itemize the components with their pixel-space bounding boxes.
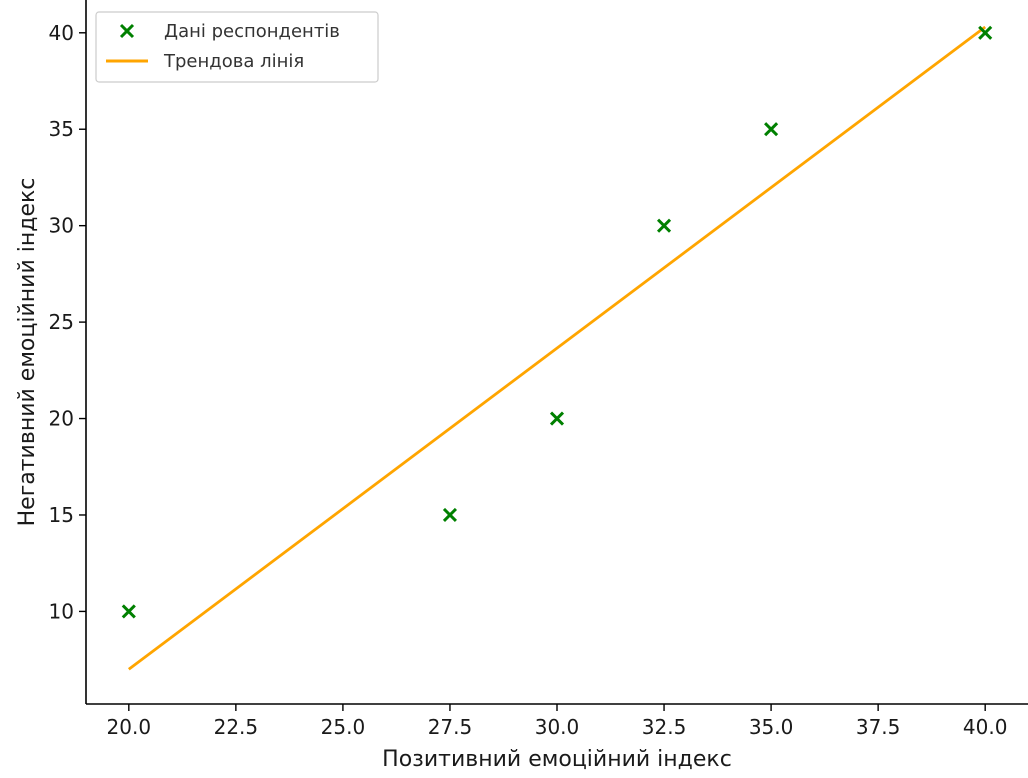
- x-tick-label: 32.5: [642, 715, 687, 739]
- y-axis-ticks: 10 15 20 25 30 35 40: [49, 21, 86, 623]
- data-point-stroke-b: [549, 411, 565, 426]
- legend-label-scatter: Дані респондентів: [164, 21, 340, 42]
- legend-box: [95, 11, 379, 83]
- y-tick-label: 30: [49, 214, 74, 238]
- y-tick-label: 10: [49, 599, 74, 623]
- x-tick-label: 25.0: [321, 715, 366, 739]
- x-axis-title: Позитивний емоційний індекс: [382, 747, 732, 772]
- y-tick-label: 20: [49, 407, 74, 431]
- data-point: [764, 122, 779, 137]
- y-tick-label: 40: [49, 21, 74, 45]
- x-tick-label: 27.5: [428, 715, 473, 739]
- data-point: [549, 411, 565, 426]
- x-tick-label: 22.5: [214, 715, 259, 739]
- data-point: [442, 507, 458, 523]
- legend-marker-x: [119, 23, 135, 39]
- legend-x-marker-stroke-b: [119, 23, 135, 39]
- legend: Дані респондентів Трендова лінія: [95, 11, 379, 83]
- data-point: [656, 218, 672, 233]
- legend-x-marker: [119, 23, 135, 39]
- y-tick-label: 25: [49, 310, 74, 334]
- legend-entry-line: Трендова лінія: [106, 51, 304, 72]
- legend-label-line: Трендова лінія: [163, 51, 304, 72]
- x-tick-label: 20.0: [107, 715, 152, 739]
- data-point-stroke-b: [978, 25, 993, 40]
- x-axis-ticks: 20.0 22.5 25.0 27.5 30.0 32.5 35.0 37.5 40.0: [107, 704, 1008, 739]
- x-tick-label: 35.0: [749, 715, 794, 739]
- y-tick-label: 35: [49, 117, 74, 141]
- axes: [85, 0, 1028, 705]
- data-point-stroke-b: [656, 218, 672, 233]
- data-point-stroke-b: [121, 604, 136, 619]
- series: [121, 25, 993, 671]
- legend-entry-scatter: Дані респондентів: [119, 21, 340, 42]
- data-point-stroke-b: [764, 122, 779, 137]
- data-point: [121, 604, 136, 619]
- x-tick-label: 40.0: [963, 715, 1008, 739]
- data-point: [978, 25, 993, 40]
- y-axis-title: Негативний емоційний індекс: [15, 178, 40, 527]
- x-tick-label: 37.5: [856, 715, 901, 739]
- x-tick-label: 30.0: [535, 715, 580, 739]
- y-tick-label: 15: [49, 503, 74, 527]
- trend-line: [127, 25, 987, 671]
- data-point-stroke-b: [442, 507, 458, 523]
